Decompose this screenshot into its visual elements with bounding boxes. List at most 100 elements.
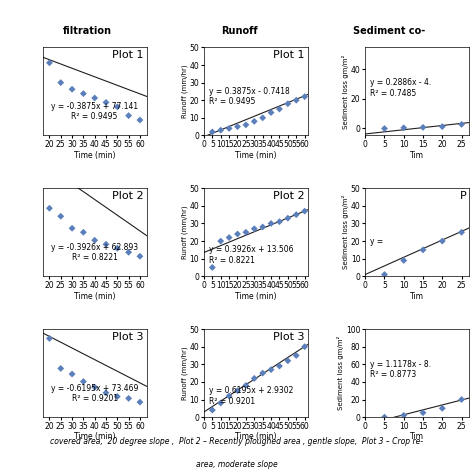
Point xyxy=(242,382,250,389)
Y-axis label: Sediment loss gm/m²: Sediment loss gm/m² xyxy=(337,336,345,410)
Point xyxy=(113,103,121,110)
Point xyxy=(46,204,53,212)
Point xyxy=(209,264,216,271)
Text: Plot 2: Plot 2 xyxy=(112,191,144,201)
Point xyxy=(68,85,76,93)
Point xyxy=(301,207,309,215)
Point xyxy=(400,256,408,264)
Y-axis label: Runoff (mm/hr): Runoff (mm/hr) xyxy=(182,346,188,400)
Text: Plot 2: Plot 2 xyxy=(273,191,305,201)
Point xyxy=(284,100,292,108)
Text: y = -0.6195x + 73.469
R² = 0.9201: y = -0.6195x + 73.469 R² = 0.9201 xyxy=(51,383,138,403)
Text: P: P xyxy=(459,191,466,201)
Point xyxy=(438,404,446,412)
Point xyxy=(267,219,275,227)
Y-axis label: Sediment loss gm/m²: Sediment loss gm/m² xyxy=(342,54,349,128)
Point xyxy=(234,387,241,394)
Point xyxy=(400,124,408,132)
Point xyxy=(250,225,258,233)
Point xyxy=(234,230,241,238)
Point xyxy=(276,218,283,226)
Text: y = 0.3926x + 13.506
R² = 0.8221: y = 0.3926x + 13.506 R² = 0.8221 xyxy=(209,246,293,265)
Y-axis label: Sediment loss gm/m²: Sediment loss gm/m² xyxy=(342,195,349,269)
X-axis label: Time (min): Time (min) xyxy=(74,432,116,441)
Point xyxy=(276,362,283,370)
Point xyxy=(91,237,99,244)
Point xyxy=(259,223,266,231)
Point xyxy=(292,352,300,359)
Point xyxy=(91,94,99,102)
Point xyxy=(57,212,64,220)
Text: y = 1.1178x - 8.
R² = 0.8773: y = 1.1178x - 8. R² = 0.8773 xyxy=(370,360,431,379)
Point xyxy=(80,378,87,385)
Point xyxy=(217,399,225,407)
Point xyxy=(102,389,110,397)
X-axis label: Tim: Tim xyxy=(410,292,424,301)
Point xyxy=(68,225,76,232)
Point xyxy=(250,118,258,125)
Text: Sediment co-: Sediment co- xyxy=(353,26,425,36)
Point xyxy=(458,121,465,128)
Point xyxy=(284,357,292,365)
Point xyxy=(267,109,275,116)
Point xyxy=(217,237,225,245)
X-axis label: Time (min): Time (min) xyxy=(74,292,116,301)
X-axis label: Time (min): Time (min) xyxy=(235,292,277,301)
Point xyxy=(438,123,446,130)
Point xyxy=(225,125,233,132)
X-axis label: Time (min): Time (min) xyxy=(74,151,116,160)
Point xyxy=(125,248,132,256)
Point xyxy=(113,393,121,401)
Point xyxy=(242,121,250,128)
Point xyxy=(400,411,408,419)
Point xyxy=(381,271,388,278)
Text: Plot 1: Plot 1 xyxy=(273,50,305,60)
Text: y = -0.3875x + 77.141
R² = 0.9495: y = -0.3875x + 77.141 R² = 0.9495 xyxy=(51,102,138,121)
Point xyxy=(209,406,216,414)
Point xyxy=(125,394,132,402)
Point xyxy=(419,246,427,254)
Text: Plot 3: Plot 3 xyxy=(273,332,305,342)
Point xyxy=(458,228,465,236)
Point xyxy=(242,228,250,236)
Point xyxy=(438,237,446,245)
Text: y = 0.3875x - 0.7418
R² = 0.9495: y = 0.3875x - 0.7418 R² = 0.9495 xyxy=(209,87,290,106)
Point xyxy=(225,234,233,241)
Point xyxy=(136,398,144,406)
Point xyxy=(292,96,300,104)
Point xyxy=(267,366,275,374)
Text: y = -0.3926x + 62.893
R² = 0.8221: y = -0.3926x + 62.893 R² = 0.8221 xyxy=(51,243,138,262)
Point xyxy=(419,124,427,131)
Point xyxy=(113,245,121,252)
X-axis label: Tim: Tim xyxy=(410,151,424,160)
X-axis label: Time (min): Time (min) xyxy=(235,432,277,441)
Text: filtration: filtration xyxy=(63,26,112,36)
Point xyxy=(136,116,144,124)
Point xyxy=(209,128,216,136)
Point xyxy=(234,123,241,130)
Point xyxy=(136,253,144,260)
Y-axis label: Runoff (mm/hr): Runoff (mm/hr) xyxy=(182,205,188,259)
Point xyxy=(91,383,99,391)
Point xyxy=(57,79,64,86)
Text: Plot 1: Plot 1 xyxy=(112,50,144,60)
Point xyxy=(292,211,300,219)
Point xyxy=(68,370,76,378)
Point xyxy=(102,99,110,106)
Point xyxy=(301,93,309,100)
Point xyxy=(259,369,266,377)
Text: Plot 3: Plot 3 xyxy=(112,332,144,342)
Point xyxy=(80,228,87,236)
Text: Runoff: Runoff xyxy=(221,26,258,36)
Point xyxy=(419,409,427,417)
Text: y =: y = xyxy=(370,237,383,246)
Text: y = 0.2886x - 4.
R² = 0.7485: y = 0.2886x - 4. R² = 0.7485 xyxy=(370,78,432,98)
Point xyxy=(301,343,309,350)
Point xyxy=(276,105,283,113)
Point xyxy=(217,127,225,134)
Point xyxy=(102,240,110,248)
Point xyxy=(57,365,64,372)
Point xyxy=(250,374,258,382)
Text: y = 0.6195x + 2.9302
R² = 0.9201: y = 0.6195x + 2.9302 R² = 0.9201 xyxy=(209,386,293,406)
Point xyxy=(259,114,266,122)
